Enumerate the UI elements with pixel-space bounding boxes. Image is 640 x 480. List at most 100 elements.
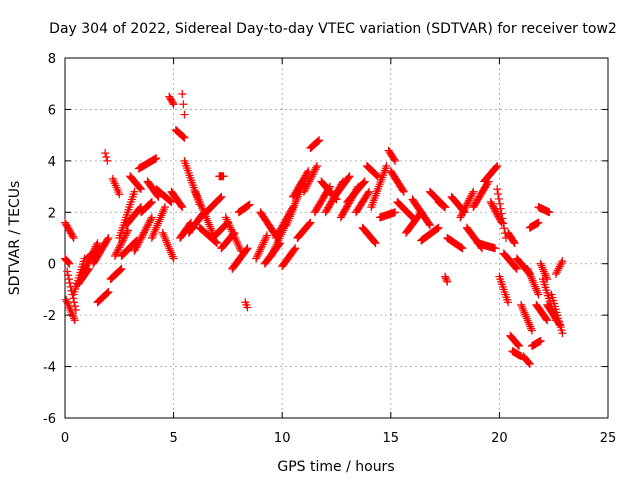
data-point <box>372 170 381 179</box>
data-point <box>230 233 239 242</box>
data-point <box>443 277 452 286</box>
x-tick-label: 5 <box>169 431 177 446</box>
data-point <box>160 232 169 241</box>
data-point <box>69 234 78 242</box>
data-point <box>464 196 473 205</box>
data-point <box>530 280 539 289</box>
data-point <box>167 250 176 259</box>
data-point <box>147 234 156 242</box>
data-point <box>434 223 443 232</box>
data-point <box>467 191 476 200</box>
data-point <box>373 172 382 181</box>
data-point <box>146 216 155 225</box>
data-point <box>64 275 73 284</box>
data-point <box>63 267 72 276</box>
data-point <box>532 286 541 295</box>
data-point <box>133 241 142 250</box>
data-point <box>273 238 282 247</box>
data-point <box>459 206 468 215</box>
data-point <box>111 250 120 259</box>
data-point <box>140 228 149 237</box>
data-point <box>147 213 156 222</box>
data-point <box>525 268 534 277</box>
data-point <box>493 185 502 194</box>
data-point <box>460 204 469 213</box>
data-point <box>261 234 270 243</box>
data-point <box>554 264 563 273</box>
data-point <box>179 100 188 109</box>
data-point <box>169 254 178 263</box>
data-point <box>101 149 110 158</box>
data-point <box>440 202 449 211</box>
data-point <box>256 245 265 254</box>
data-point <box>500 224 509 233</box>
data-point <box>151 225 160 234</box>
data-point <box>168 98 177 107</box>
data-point <box>154 217 163 226</box>
x-tick-labels: 0 5 10 15 20 25 <box>61 431 616 446</box>
data-point <box>464 198 473 206</box>
y-tick-label: -2 <box>43 309 56 324</box>
data-point <box>255 247 264 256</box>
data-point <box>300 186 309 194</box>
data-point <box>159 230 168 239</box>
data-point <box>545 208 554 217</box>
data-point <box>469 187 478 196</box>
data-point <box>139 230 148 239</box>
data-point <box>115 243 124 252</box>
data-point <box>162 238 171 247</box>
data-point <box>191 187 200 196</box>
x-tick-label: 25 <box>600 431 617 446</box>
data-point <box>138 231 147 240</box>
data-point <box>150 227 159 236</box>
data-point <box>166 246 175 255</box>
data-point <box>556 260 565 269</box>
data-point <box>103 235 112 244</box>
data-point <box>136 235 145 244</box>
data-point <box>65 303 74 312</box>
data-point <box>167 198 176 206</box>
data-point <box>522 312 531 321</box>
data-point <box>205 220 214 229</box>
data-point <box>221 213 230 222</box>
data-point <box>512 264 521 273</box>
data-point <box>195 198 204 206</box>
data-point <box>207 226 216 235</box>
axis-ticks <box>64 57 609 419</box>
data-point <box>65 259 74 268</box>
data-point <box>458 210 467 218</box>
data-point <box>120 233 129 242</box>
data-point <box>147 198 156 207</box>
data-point <box>192 189 201 198</box>
grid-lines <box>65 58 608 418</box>
data-point <box>159 207 168 216</box>
data-point <box>227 225 236 234</box>
data-point <box>193 193 202 202</box>
data-point <box>514 342 523 350</box>
data-point <box>198 204 207 213</box>
data-point <box>196 200 205 209</box>
data-point <box>496 204 505 213</box>
data-point <box>144 220 153 229</box>
data-point <box>439 201 448 210</box>
y-tick-label: -4 <box>43 361 56 376</box>
data-point <box>104 234 113 242</box>
data-point <box>219 172 228 181</box>
data-point <box>359 178 368 187</box>
data-point <box>345 172 354 181</box>
data-point <box>215 194 224 203</box>
data-point <box>226 223 235 232</box>
data-point <box>270 244 279 253</box>
data-point <box>235 242 244 251</box>
data-point <box>542 273 551 282</box>
data-point <box>466 192 475 201</box>
data-point <box>270 246 279 255</box>
data-point <box>70 316 79 325</box>
data-point <box>243 303 252 312</box>
data-point <box>62 295 71 304</box>
data-point <box>382 162 391 170</box>
data-point <box>217 192 226 201</box>
data-point <box>433 224 442 233</box>
data-point <box>305 177 314 186</box>
data-point <box>360 177 369 186</box>
